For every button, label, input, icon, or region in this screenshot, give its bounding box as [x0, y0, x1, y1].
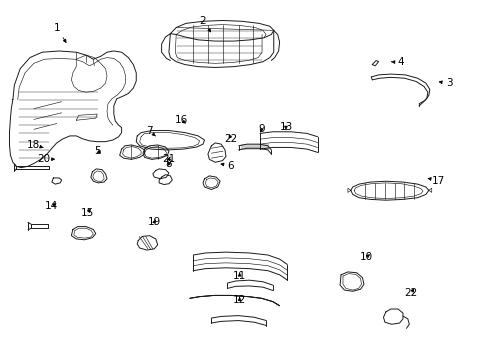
Text: 21: 21: [162, 154, 175, 164]
Text: 1: 1: [53, 23, 66, 42]
Text: 22: 22: [224, 134, 237, 144]
Text: 7: 7: [146, 126, 155, 136]
Text: 3: 3: [438, 78, 452, 88]
Text: 22: 22: [404, 288, 417, 298]
Text: 16: 16: [174, 115, 187, 125]
Text: 2: 2: [199, 17, 210, 32]
Text: 15: 15: [81, 208, 94, 218]
Text: 11: 11: [232, 271, 246, 281]
Text: 10: 10: [359, 252, 372, 262]
Text: 6: 6: [221, 161, 234, 171]
Text: 17: 17: [427, 176, 444, 186]
Text: 20: 20: [37, 154, 54, 164]
Text: 5: 5: [94, 145, 101, 156]
Text: 14: 14: [45, 201, 59, 211]
Text: 8: 8: [165, 159, 172, 169]
Text: 19: 19: [147, 217, 161, 227]
Text: 12: 12: [232, 295, 246, 305]
Text: 9: 9: [258, 124, 264, 134]
Text: 4: 4: [391, 57, 403, 67]
Text: 18: 18: [27, 140, 43, 150]
Text: 13: 13: [279, 122, 292, 132]
